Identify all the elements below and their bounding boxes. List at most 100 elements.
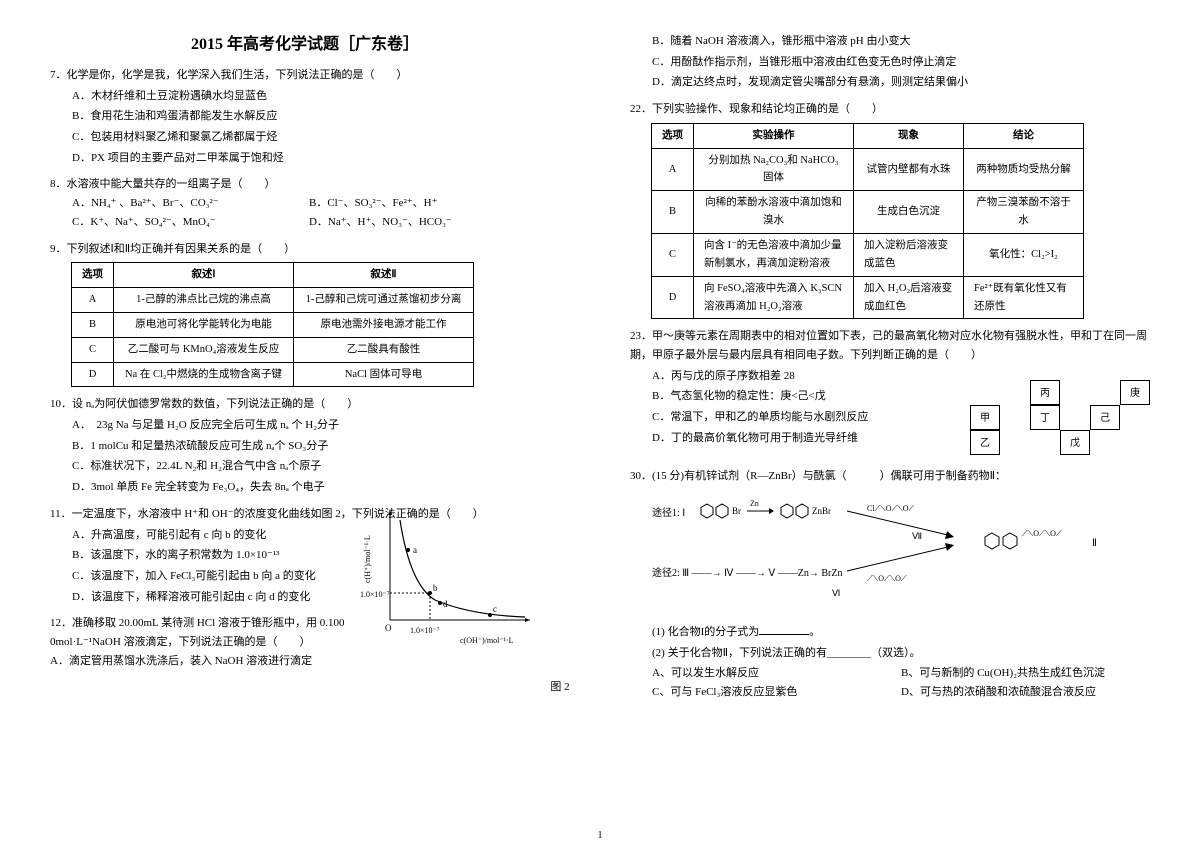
svg-text:Zn: Zn (750, 499, 759, 508)
q22-r3c3: Fe²⁺既有氧化性又有还原性 (964, 276, 1084, 319)
q22-r3c1: 向 FeSO₄溶液中先滴入 K₃SCN 溶液再滴加 H₂O₂溶液 (694, 276, 854, 319)
question-11: 11．一定温度下，水溶液中 H⁺和 OH⁻的浓度变化曲线如图 2，下列说法正确的… (50, 505, 560, 606)
q12-stem: 12．准确移取 20.00mL 某待测 HCl 溶液于锥形瓶中，用 0.100 … (50, 614, 356, 651)
q9-r3c0: D (72, 362, 114, 387)
q10-stem: 10．设 nₐ为阿伏伽德罗常数的数值，下列说法正确的是（ ） (50, 395, 560, 414)
q22-r2c1: 向含 I⁻的无色溶液中滴加少量新制氯水，再滴加淀粉溶液 (694, 233, 854, 276)
q7-opt-a: A．木材纤维和土豆淀粉遇碘水均显蓝色 (50, 87, 560, 106)
q9-r1c0: B (72, 312, 114, 337)
q22-r0c2: 试管内壁都有水珠 (854, 148, 964, 191)
q9-h1: 叙述Ⅰ (114, 263, 294, 288)
pt-cell-ji: 己 (1090, 405, 1120, 430)
q11-opt-c: C．该温度下，加入 FeCl₃可能引起由 b 向 a 的变化 (50, 567, 331, 586)
q30-sub2: (2) 关于化合物Ⅱ，下列说法正确的有________（双选）。 (630, 644, 1150, 663)
page-number: 1 (598, 830, 603, 841)
question-12: 12．准确移取 20.00mL 某待测 HCl 溶液于锥形瓶中，用 0.100 … (50, 614, 356, 670)
pt-cell-geng: 庚 (1120, 380, 1150, 405)
q22-r1c2: 生成白色沉淀 (854, 191, 964, 234)
q30-stem: 30．(15 分)有机锌试剂（R—ZnBr）与酰氯（ ）偶联可用于制备药物Ⅱ： (630, 467, 1150, 486)
q7-stem: 7．化学是你，化学是我，化学深入我们生活，下列说法正确的是（ ） (50, 66, 560, 85)
svg-text:Ⅵ: Ⅵ (832, 588, 840, 598)
q9-h2: 叙述Ⅱ (294, 263, 474, 288)
q30-sub1: (1) 化合物I的分子式为。 (630, 623, 1150, 642)
q22-r0c1: 分别加热 Na₂CO₃和 NaHCO₃固体 (694, 148, 854, 191)
svg-text:Ⅶ: Ⅶ (912, 531, 922, 541)
q22-stem: 22．下列实验操作、现象和结论均正确的是（ ） (630, 100, 1150, 119)
q12-continued: B．随着 NaOH 溶液滴入，锥形瓶中溶液 pH 由小变大 C．用酚酞作指示剂，… (630, 32, 1150, 92)
svg-text:ZnBr: ZnBr (812, 506, 831, 516)
reaction-scheme: 途径1: Ⅰ Br Zn ZnBr Cl⟋⟍O⟋⟍O⟋ 途径2: Ⅲ ——→ Ⅳ… (652, 491, 1150, 618)
q8-stem: 8．水溶液中能大量共存的一组离子是（ ） (50, 175, 560, 194)
svg-text:d: d (443, 599, 448, 609)
q12-opt-b: B．随着 NaOH 溶液滴入，锥形瓶中溶液 pH 由小变大 (630, 32, 1150, 51)
q22-r0c0: A (652, 148, 694, 191)
q22-r3c0: D (652, 276, 694, 319)
q8-opt-c: C．K⁺、Na⁺、SO₄²⁻、MnO₄⁻ (72, 213, 306, 232)
periodic-table-fragment: 丙 庚 甲 丁 己 乙 戊 (970, 380, 1150, 455)
q22-h1: 实验操作 (694, 123, 854, 148)
q9-r3c1: Na 在 Cl₂中燃烧的生成物含离子键 (114, 362, 294, 387)
q10-opt-b: B．1 molCu 和足量热浓硫酸反应可生成 nₐ个 SO₃分子 (50, 437, 560, 456)
exam-title: 2015 年高考化学试题［广东卷］ (50, 30, 560, 54)
q9-table: 选项 叙述Ⅰ 叙述Ⅱ A1-己醇的沸点比己烷的沸点高1-己醇和己烷可通过蒸馏初步… (71, 262, 474, 387)
svg-text:c(H⁺)/mol⁻¹·L: c(H⁺)/mol⁻¹·L (363, 535, 372, 583)
q9-r1c1: 原电池可将化学能转化为电能 (114, 312, 294, 337)
q22-r0c3: 两种物质均受热分解 (964, 148, 1084, 191)
q22-r1c1: 向稀的苯酚水溶液中滴加饱和溴水 (694, 191, 854, 234)
q22-h2: 现象 (854, 123, 964, 148)
svg-text:⟋⟍O⟋⟍O⟋: ⟋⟍O⟋⟍O⟋ (1022, 529, 1062, 538)
svg-text:b: b (433, 583, 438, 593)
q10-opt-c: C．标准状况下，22.4L N₂和 H₂混合气中含 nₐ个原子 (50, 457, 560, 476)
pt-cell-ding: 丁 (1030, 405, 1060, 430)
svg-text:Br: Br (732, 506, 741, 516)
q23-opt-a: A．丙与戊的原子序数相差 28 (630, 367, 916, 386)
q22-r2c0: C (652, 233, 694, 276)
q9-h0: 选项 (72, 263, 114, 288)
svg-text:Ⅱ: Ⅱ (1092, 538, 1097, 549)
q9-r1c2: 原电池需外接电源才能工作 (294, 312, 474, 337)
q7-opt-b: B．食用花生油和鸡蛋清都能发生水解反应 (50, 107, 560, 126)
q30-opt-d: D、可与热的浓硝酸和浓硫酸混合液反应 (901, 683, 1150, 702)
svg-text:途径2: Ⅲ ——→ Ⅳ ——→ Ⅴ ——Zn→ BrZn: 途径2: Ⅲ ——→ Ⅳ ——→ Ⅴ ——Zn→ BrZn (652, 566, 842, 579)
svg-text:a: a (413, 545, 417, 555)
q22-h3: 结论 (964, 123, 1084, 148)
concentration-graph: a b c d 1.0×10⁻⁷ c(OH⁻)/mol⁻¹·L c(H⁺)/mo… (360, 505, 540, 645)
svg-text:c: c (493, 604, 497, 614)
q7-opt-d: D．PX 项目的主要产品对二甲苯属于饱和烃 (50, 149, 560, 168)
q11-opt-b: B．该温度下，水的离子积常数为 1.0×10⁻¹³ (50, 546, 331, 565)
svg-text:O: O (385, 623, 392, 633)
pt-cell-jia: 甲 (970, 405, 1000, 430)
q22-r3c2: 加入 H₂O₂后溶液变成血红色 (854, 276, 964, 319)
q30-opt-b: B、可与新制的 Cu(OH)₂共热生成红色沉淀 (901, 664, 1150, 683)
svg-text:1.0×10⁻⁷: 1.0×10⁻⁷ (410, 626, 440, 635)
question-22: 22．下列实验操作、现象和结论均正确的是（ ） 选项 实验操作 现象 结论 A分… (630, 100, 1150, 319)
svg-text:Cl⟋⟍O⟋⟍O⟋: Cl⟋⟍O⟋⟍O⟋ (867, 504, 915, 513)
pt-cell-yi: 乙 (970, 430, 1000, 455)
q10-opt-d: D．3mol 单质 Fe 完全转变为 Fe₃O₄，失去 8nₐ 个电子 (50, 478, 560, 497)
q9-r3c2: NaCl 固体可导电 (294, 362, 474, 387)
q11-opt-a: A．升高温度，可能引起有 c 向 b 的变化 (50, 526, 331, 545)
q8-opt-a: A．NH₄⁺ 、Ba²⁺、Br⁻、CO₃²⁻ (72, 194, 306, 213)
question-8: 8．水溶液中能大量共存的一组离子是（ ） A．NH₄⁺ 、Ba²⁺、Br⁻、CO… (50, 175, 560, 231)
q9-stem: 9．下列叙述Ⅰ和Ⅱ均正确并有因果关系的是（ ） (50, 240, 560, 259)
q22-r1c3: 产物三溴苯酚不溶于水 (964, 191, 1084, 234)
left-column: 2015 年高考化学试题［广东卷］ 7．化学是你，化学是我，化学深入我们生活，下… (0, 0, 600, 849)
q22-r1c0: B (652, 191, 694, 234)
q8-opt-b: B．Cl⁻、SO₃²⁻、Fe²⁺、H⁺ (309, 194, 543, 213)
question-10: 10．设 nₐ为阿伏伽德罗常数的数值，下列说法正确的是（ ） A． 23g Na… (50, 395, 560, 496)
q9-r0c1: 1-己醇的沸点比己烷的沸点高 (114, 288, 294, 313)
q23-opt-c: C．常温下，甲和乙的单质均能与水剧烈反应 (630, 408, 916, 427)
q12-opt-a: A．滴定管用蒸馏水洗涤后，装入 NaOH 溶液进行滴定 (50, 652, 356, 671)
q11-opt-d: D．该温度下，稀释溶液可能引起由 c 向 d 的变化 (50, 588, 331, 607)
q9-r2c2: 乙二酸具有酸性 (294, 337, 474, 362)
q10-opt-a: A． 23g Na 与足量 H₂O 反应完全后可生成 nₐ 个 H₂分子 (50, 416, 560, 435)
q8-opt-d: D．Na⁺、H⁺、NO₃⁻、HCO₃⁻ (309, 213, 543, 232)
q22-h0: 选项 (652, 123, 694, 148)
q7-opt-c: C．包装用材料聚乙烯和聚氯乙烯都属于烃 (50, 128, 560, 147)
svg-text:1.0×10⁻⁷: 1.0×10⁻⁷ (360, 590, 390, 599)
question-30: 30．(15 分)有机锌试剂（R—ZnBr）与酰氯（ ）偶联可用于制备药物Ⅱ： … (630, 467, 1150, 701)
svg-text:途径1: Ⅰ: 途径1: Ⅰ (652, 506, 685, 519)
pt-cell-wu: 戊 (1060, 430, 1090, 455)
q23-stem: 23．甲～庚等元素在周期表中的相对位置如下表，己的最高氧化物对应水化物有强脱水性… (630, 327, 1150, 364)
q22-r2c2: 加入淀粉后溶液变成蓝色 (854, 233, 964, 276)
